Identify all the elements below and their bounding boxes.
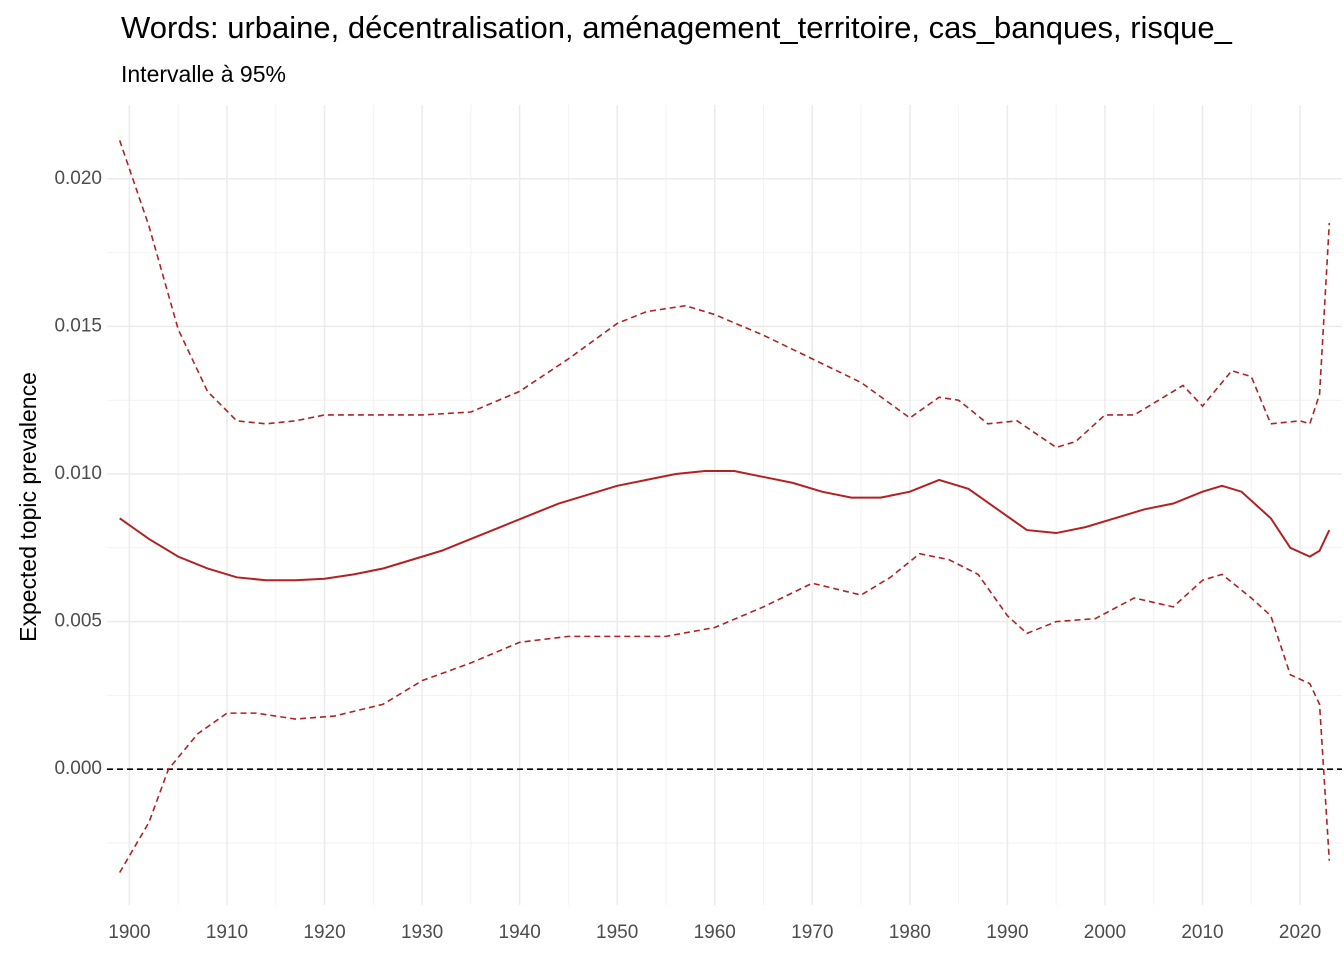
x-tick-label: 2020 — [1279, 922, 1321, 943]
x-tick-label: 1920 — [303, 922, 345, 943]
x-tick-label: 1970 — [791, 922, 833, 943]
chart-subtitle: Intervalle à 95% — [121, 61, 286, 87]
x-tick-label: 1910 — [206, 922, 248, 943]
x-tick-label: 1980 — [889, 922, 931, 943]
x-tick-label: 1990 — [986, 922, 1028, 943]
x-tick-label: 1940 — [499, 922, 541, 943]
x-tick-label: 2010 — [1181, 922, 1223, 943]
x-tick-label: 1900 — [108, 922, 150, 943]
y-tick-label: 0.020 — [54, 168, 102, 189]
series-line — [119, 470, 1331, 582]
series-line — [118, 552, 1331, 873]
y-tick-label: 0.015 — [54, 315, 102, 336]
y-tick-label: 0.005 — [54, 611, 102, 632]
x-tick-label: 1930 — [401, 922, 443, 943]
y-tick-label: 0.010 — [54, 463, 102, 484]
x-tick-label: 1950 — [596, 922, 638, 943]
chart-title: Words: urbaine, décentralisation, aménag… — [121, 10, 1233, 45]
x-tick-label: 1960 — [694, 922, 736, 943]
x-tick-label: 2000 — [1084, 922, 1126, 943]
series-line — [118, 140, 1331, 449]
y-axis-label: Expected topic prevalence — [15, 372, 41, 642]
y-tick-label: 0.000 — [54, 758, 102, 779]
